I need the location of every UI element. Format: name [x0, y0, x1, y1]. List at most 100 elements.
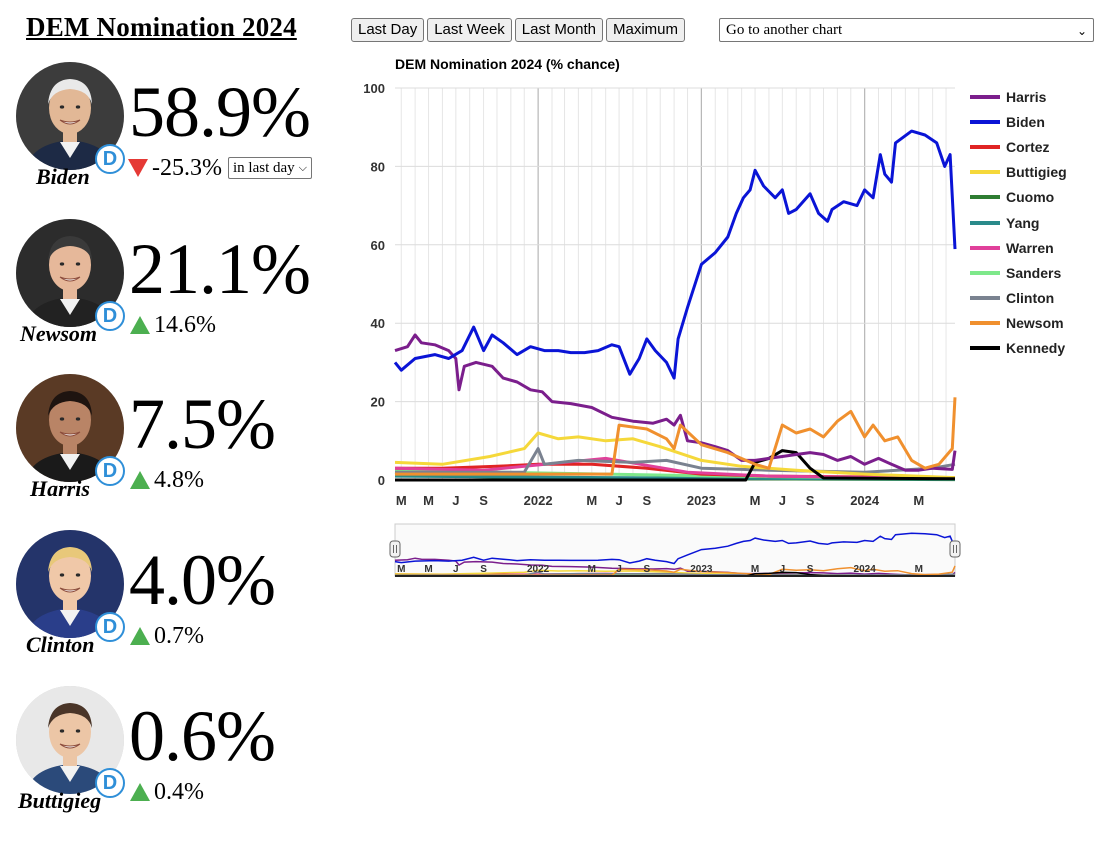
- x-tick-label: M: [586, 493, 597, 508]
- legend-label: Buttigieg: [1006, 164, 1067, 181]
- x-tick-label: S: [806, 493, 815, 508]
- legend-item-newsom[interactable]: Newsom: [970, 311, 1095, 336]
- legend-swatch: [970, 270, 1000, 275]
- arrow-down-icon: [128, 159, 148, 177]
- y-tick-label: 60: [371, 238, 385, 253]
- line-chart[interactable]: 0 20 40 60 80 100 M M J S 2022 M J S 2023 M J S 2024 M M M J S 2…: [355, 48, 1095, 588]
- candidate-name: Buttigieg: [18, 788, 102, 813]
- chart-select[interactable]: Go to another chart ⌄: [719, 18, 1094, 42]
- legend-swatch: [970, 144, 1000, 149]
- candidate-buttigieg: D Buttigieg 0.6% 0.4%: [0, 686, 345, 836]
- last-month-button[interactable]: Last Month: [514, 18, 604, 42]
- series-line-kennedy[interactable]: [395, 449, 956, 482]
- candidate-change: -25.3% in last day ⌵: [128, 155, 312, 181]
- legend-label: Biden: [1006, 113, 1045, 130]
- change-value: 0.4%: [154, 778, 204, 805]
- arrow-up-icon: [130, 471, 150, 489]
- navigator-tick-label: S: [807, 564, 814, 575]
- candidate-change: 0.7%: [130, 623, 204, 649]
- candidate-percent: 4.0%: [129, 540, 276, 620]
- x-tick-label: J: [779, 493, 786, 508]
- chevron-down-icon: ⌵: [298, 162, 307, 174]
- period-select[interactable]: in last day ⌵: [227, 157, 312, 179]
- legend-item-yang[interactable]: Yang: [970, 210, 1095, 235]
- legend-item-cuomo[interactable]: Cuomo: [970, 185, 1095, 210]
- legend-label: Yang: [1006, 214, 1040, 231]
- candidate-percent: 7.5%: [129, 384, 276, 464]
- last-week-button[interactable]: Last Week: [427, 18, 512, 42]
- x-tick-label: M: [396, 493, 407, 508]
- legend-label: Harris: [1006, 88, 1047, 105]
- legend-item-kennedy[interactable]: Kennedy: [970, 336, 1095, 361]
- x-tick-label: J: [452, 493, 459, 508]
- candidate-harris: D Harris 7.5% 4.8%: [0, 374, 345, 524]
- navigator-tick-label: S: [480, 564, 487, 575]
- change-value: 4.8%: [154, 466, 204, 493]
- navigator-tick-label: M: [915, 564, 923, 575]
- navigator-tick-label: M: [751, 564, 759, 575]
- navigator-tick-label: J: [780, 564, 786, 575]
- legend-item-sanders[interactable]: Sanders: [970, 260, 1095, 285]
- series-line-newsom[interactable]: [395, 397, 957, 476]
- page-title: DEM Nomination 2024: [26, 12, 297, 42]
- navigator-line-biden: [394, 532, 956, 565]
- series-line-biden[interactable]: [393, 129, 957, 380]
- navigator-tick-label: 2023: [690, 564, 713, 575]
- series-line-buttigieg[interactable]: [394, 431, 956, 480]
- series-line-warren[interactable]: [394, 456, 956, 480]
- legend-label: Newsom: [1006, 315, 1064, 332]
- change-value: 14.6%: [154, 311, 216, 338]
- y-tick-label: 20: [371, 395, 385, 410]
- maximum-button[interactable]: Maximum: [606, 18, 686, 42]
- candidate-percent: 0.6%: [129, 696, 276, 776]
- legend-item-warren[interactable]: Warren: [970, 235, 1095, 260]
- legend-item-cortez[interactable]: Cortez: [970, 134, 1095, 159]
- legend-label: Cuomo: [1006, 189, 1055, 206]
- legend-label: Sanders: [1006, 264, 1062, 281]
- legend-item-clinton[interactable]: Clinton: [970, 286, 1095, 311]
- navigator-handle-left[interactable]: [389, 540, 401, 558]
- legend-item-biden[interactable]: Biden: [970, 109, 1095, 134]
- series-line-clinton[interactable]: [395, 447, 956, 474]
- x-tick-label: 2022: [524, 493, 553, 508]
- period-select-value: in last day: [232, 160, 295, 176]
- democrat-badge-icon: D: [95, 612, 125, 642]
- candidate-name: Newsom: [20, 321, 97, 346]
- legend-swatch: [970, 195, 1000, 200]
- candidate-newsom: D Newsom 21.1% 14.6%: [0, 219, 345, 369]
- range-navigator[interactable]: M M J S 2022 M J S 2023 M J S 2024 M: [389, 523, 961, 577]
- navigator-tick-label: 2024: [854, 564, 877, 575]
- navigator-tick-label: M: [588, 564, 596, 575]
- legend-swatch: [970, 170, 1000, 175]
- navigator-line-harris: [394, 557, 956, 576]
- legend-swatch: [970, 296, 1000, 301]
- navigator-line-clinton: [395, 571, 956, 576]
- x-tick-label: M: [913, 493, 924, 508]
- y-tick-label: 80: [371, 159, 385, 174]
- navigator-line-newsom: [395, 565, 956, 577]
- series-line-harris[interactable]: [394, 333, 957, 472]
- legend-label: Kennedy: [1006, 340, 1066, 357]
- change-value: 0.7%: [154, 622, 204, 649]
- last-day-button[interactable]: Last Day: [351, 18, 425, 42]
- navigator-tick-label: J: [453, 564, 459, 575]
- candidate-name: Biden: [36, 164, 90, 189]
- legend-swatch: [970, 321, 1000, 326]
- candidate-percent: 21.1%: [129, 229, 311, 309]
- x-tick-label: J: [615, 493, 622, 508]
- chevron-down-icon: ⌄: [1076, 24, 1087, 38]
- democrat-badge-icon: D: [95, 768, 125, 798]
- legend-label: Clinton: [1006, 290, 1055, 307]
- navigator-handle-right[interactable]: [949, 540, 961, 558]
- chart-container[interactable]: 0 20 40 60 80 100 M M J S 2022 M J S 2023 M J S 2024 M M M J S 2…: [355, 48, 1095, 588]
- legend-swatch: [970, 94, 1000, 99]
- legend-swatch: [970, 220, 1000, 225]
- navigator-tick-label: M: [424, 564, 432, 575]
- candidate-percent: 58.9%: [129, 72, 311, 152]
- portrait-image: [16, 62, 124, 170]
- legend-item-harris[interactable]: Harris: [970, 84, 1095, 109]
- candidate-name: Harris: [30, 476, 90, 501]
- legend-item-buttigieg[interactable]: Buttigieg: [970, 160, 1095, 185]
- candidate-change: 14.6%: [130, 312, 216, 338]
- x-tick-label: M: [750, 493, 761, 508]
